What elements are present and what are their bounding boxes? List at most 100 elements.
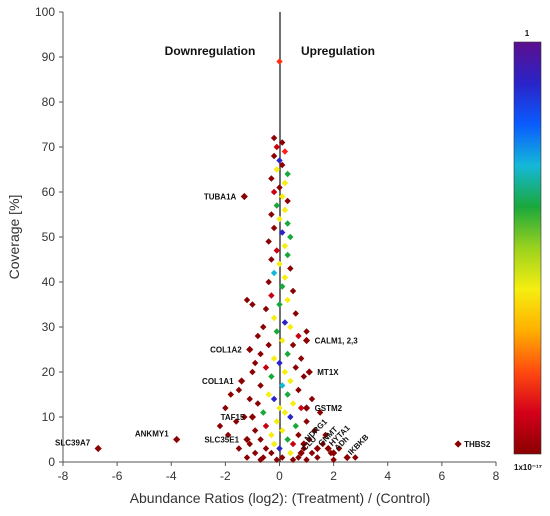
highlighted-points: [94, 192, 462, 462]
scatter-point: [319, 440, 326, 448]
scatter-point: [287, 233, 294, 241]
scatter-point: [281, 148, 289, 155]
scatter-point: [276, 184, 283, 191]
scatter-point: [281, 409, 289, 416]
scatter-point: [281, 368, 289, 376]
scatter-point: [270, 395, 278, 403]
scatter-point: [276, 359, 283, 367]
scatter-point: [270, 314, 278, 322]
highlighted-point: [302, 404, 311, 412]
scatter-point: [297, 404, 305, 412]
scatter-point: [222, 404, 229, 412]
scatter-point: [273, 143, 280, 151]
data-points: [216, 58, 359, 463]
scatter-point: [270, 152, 278, 160]
scatter-point: [276, 445, 283, 452]
scatter-point: [306, 436, 313, 443]
x-tick-label: 8: [493, 469, 500, 483]
scatter-point: [243, 454, 251, 461]
scatter-point: [260, 409, 267, 416]
scatter-point: [335, 445, 343, 452]
highlighted-point: [300, 440, 308, 448]
scatter-point: [287, 449, 294, 457]
x-tick-label: -6: [112, 469, 123, 483]
scatter-point: [279, 454, 286, 461]
scatter-point: [257, 436, 264, 443]
scatter-point: [270, 224, 278, 232]
x-tick-label: 2: [330, 469, 337, 483]
scatter-point: [284, 251, 291, 259]
gene-label: TUBA1A: [204, 193, 237, 202]
scatter-point: [284, 436, 291, 443]
gene-labels: TUBA1A COL1A2 COL1A1 TAF15 SLC35E1 ANKMY1 SLC3…: [55, 193, 491, 457]
scatter-point: [257, 350, 264, 358]
scatter-point: [322, 431, 329, 439]
scatter-point: [268, 256, 275, 263]
scatter-point: [235, 386, 243, 394]
y-tick-label: 0: [48, 455, 55, 469]
y-tick-label: 90: [42, 50, 56, 64]
scatter-point: [268, 431, 275, 439]
scatter-point: [260, 323, 267, 331]
x-tick-label: -8: [58, 469, 69, 483]
scatter-point: [265, 391, 272, 398]
scatter-point: [279, 382, 286, 389]
scatter-point: [273, 202, 280, 209]
scatter-point: [249, 368, 256, 376]
highlighted-point: [297, 449, 305, 457]
colorbar-top-label: 1: [525, 29, 530, 38]
scatter-point: [273, 328, 280, 335]
y-tick-label: 60: [42, 185, 56, 199]
scatter-point: [251, 359, 259, 367]
scatter-point: [281, 274, 289, 281]
scatter-point: [246, 395, 253, 403]
highlighted-point: [243, 435, 251, 444]
y-tick-label: 100: [35, 5, 55, 19]
scatter-point: [262, 445, 270, 452]
scatter-point: [308, 449, 316, 457]
y-tick-label: 40: [42, 275, 56, 289]
gene-label: COL1A1: [202, 377, 234, 386]
gene-label: SLC35E1: [204, 436, 239, 445]
scatter-point: [295, 386, 302, 394]
scatter-point: [273, 166, 280, 173]
x-axis-title: Abundance Ratios (log2): (Treatment) / (…: [130, 490, 431, 506]
scatter-point: [235, 445, 243, 452]
scatter-point: [308, 395, 316, 403]
scatter-point: [303, 328, 310, 335]
scatter-point: [262, 422, 270, 430]
scatter-point: [289, 287, 297, 295]
scatter-point: [254, 332, 262, 340]
scatter-point: [224, 431, 232, 439]
y-axis-title: Coverage [%]: [6, 195, 22, 280]
y-tick-label: 10: [42, 410, 56, 424]
scatter-point: [216, 422, 224, 430]
scatter-point: [289, 440, 297, 448]
scatter-point: [268, 449, 275, 457]
scatter-point: [297, 355, 305, 362]
gene-label: TAF15: [221, 413, 245, 422]
scatter-point: [270, 440, 278, 448]
y-tick-label: 80: [42, 95, 56, 109]
scatter-point: [251, 449, 259, 457]
x-tick-label: 6: [439, 469, 446, 483]
scatter-point: [279, 427, 286, 434]
scatter-point: [314, 454, 321, 461]
scatter-point: [227, 391, 234, 398]
scatter-point: [284, 197, 291, 205]
scatter-point: [295, 431, 302, 439]
scatter-point: [289, 456, 297, 463]
scatter-point: [292, 422, 299, 430]
colorbar-bottom-label: 1x10⁻¹⁷: [514, 463, 542, 472]
scatter-point: [295, 332, 302, 340]
highlighted-point: [305, 368, 313, 376]
highlighted-point: [248, 413, 257, 421]
scatter-point: [268, 373, 275, 380]
gene-label: GSTM2: [315, 404, 343, 413]
scatter-point: [276, 215, 283, 223]
scatter-point: [287, 413, 294, 421]
scatter-point: [284, 170, 291, 178]
gene-label: COL1A2: [210, 346, 242, 355]
